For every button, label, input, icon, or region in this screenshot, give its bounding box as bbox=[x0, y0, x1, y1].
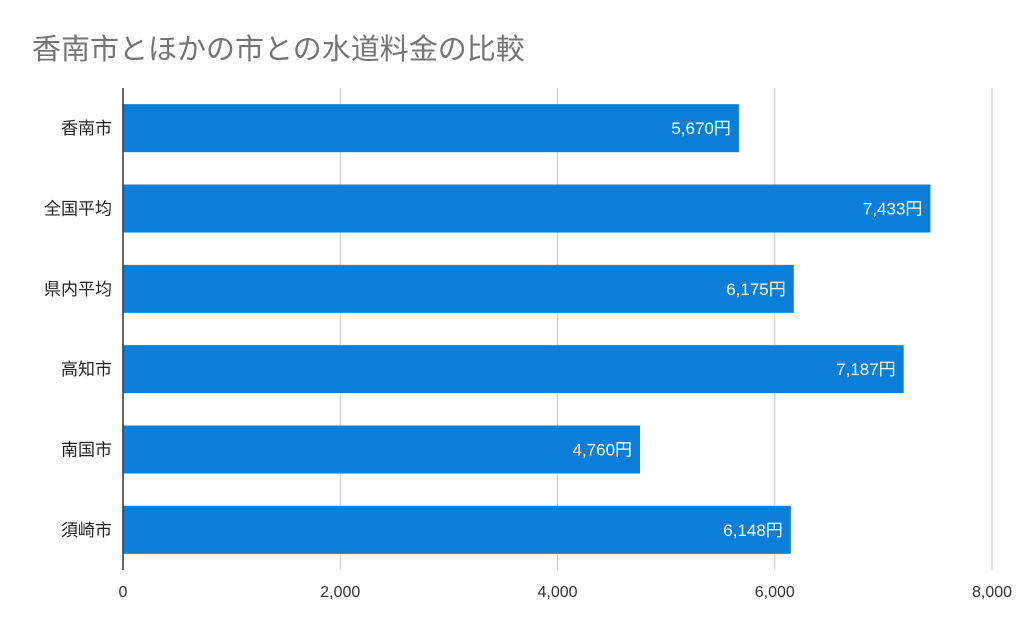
chart-title: 香南市とほかの市との水道料金の比較 bbox=[32, 32, 525, 66]
category-label: 全国平均 bbox=[44, 200, 112, 220]
x-tick-label: 2,000 bbox=[320, 584, 360, 601]
bar bbox=[123, 425, 641, 474]
bar bbox=[123, 505, 791, 554]
data-label: 4,760円 bbox=[573, 441, 633, 460]
x-tick-label: 6,000 bbox=[755, 584, 795, 601]
data-label: 5,670円 bbox=[671, 119, 731, 138]
category-label: 高知市 bbox=[61, 360, 112, 380]
category-label: 須崎市 bbox=[61, 521, 112, 541]
x-tick-label: 0 bbox=[119, 584, 128, 601]
category-label: 香南市 bbox=[61, 119, 112, 139]
category-label: 南国市 bbox=[61, 441, 112, 461]
x-tick-label: 8,000 bbox=[972, 584, 1012, 601]
bar bbox=[123, 264, 794, 313]
data-label: 7,433円 bbox=[863, 200, 923, 219]
category-label: 県内平均 bbox=[44, 280, 112, 300]
bar bbox=[123, 104, 739, 153]
data-label: 6,148円 bbox=[723, 521, 783, 540]
x-tick-label: 4,000 bbox=[537, 584, 577, 601]
bar bbox=[123, 345, 904, 394]
bar bbox=[123, 184, 931, 233]
data-label: 7,187円 bbox=[836, 360, 896, 379]
data-label: 6,175円 bbox=[726, 280, 786, 299]
